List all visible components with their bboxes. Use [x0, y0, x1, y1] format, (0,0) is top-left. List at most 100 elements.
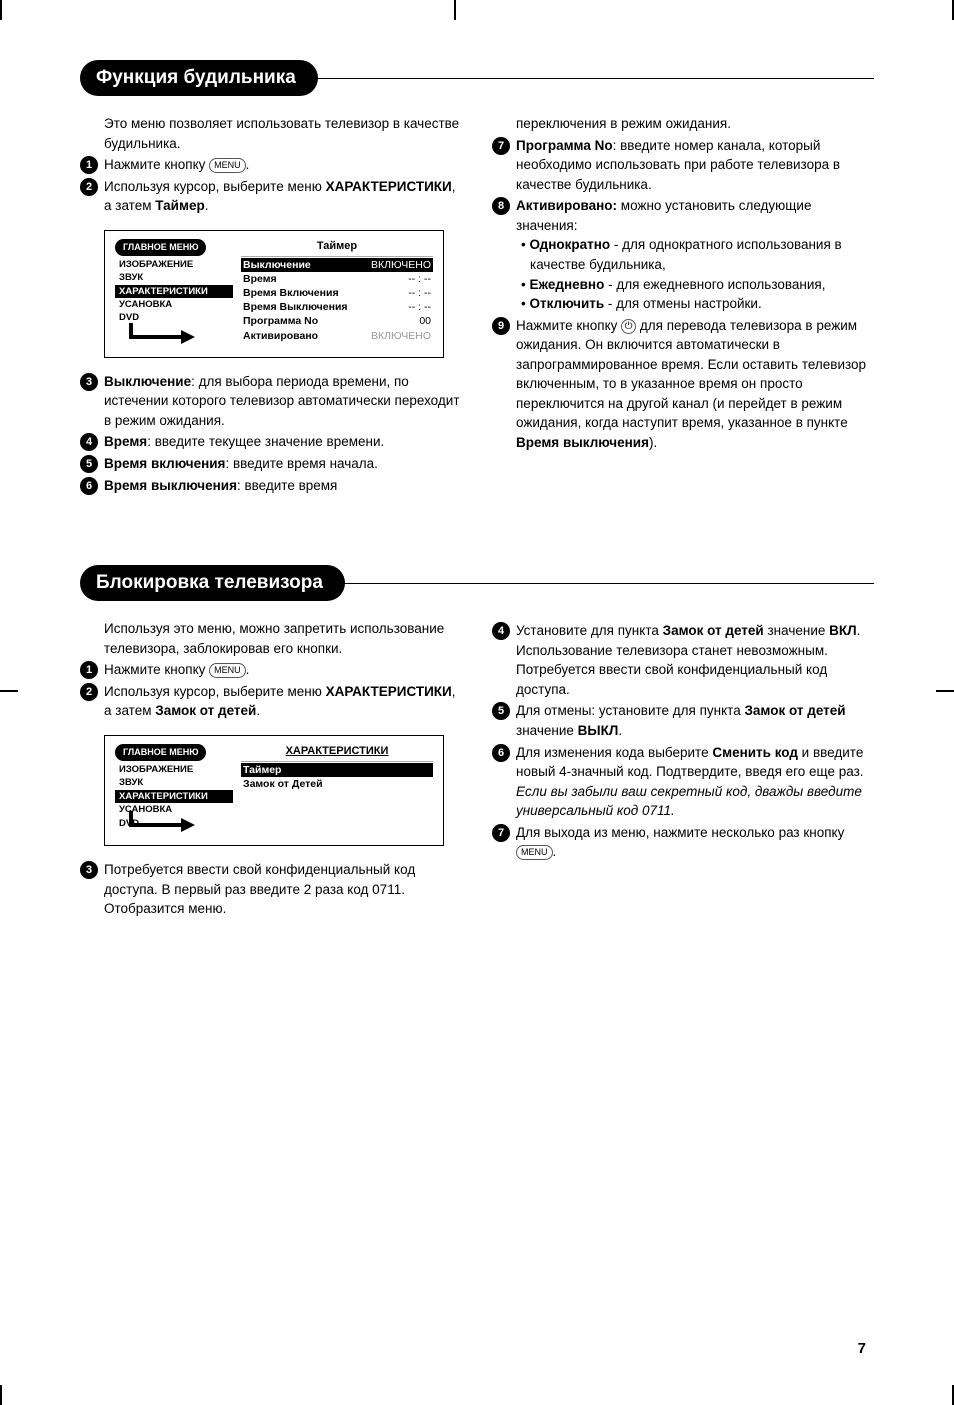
bullet-3-b: Отключить — [529, 296, 604, 311]
section-rule — [331, 583, 874, 584]
step-6-body: Время выключения: введите время — [104, 476, 462, 496]
bullet-3-t: - для отмены настройки. — [604, 296, 762, 311]
osd-timer-illustration: ГЛАВНОЕ МЕНЮ ИЗОБРАЖЕНИЕ ЗВУК ХАРАКТЕРИС… — [104, 230, 444, 358]
bullet-1: • Однократно - для однократного использо… — [516, 235, 874, 274]
osd-right-panel: Таймер ВыключениеВКЛЮЧЕНО Время-- : -- В… — [241, 239, 433, 343]
s2-2d: Замок от детей — [155, 703, 256, 718]
s2-4d: ВКЛ — [829, 623, 856, 638]
step-badge-1: 1 — [80, 661, 98, 679]
s2-4b: Замок от детей — [663, 623, 764, 638]
section1-left-col: Это меню позволяет использовать телевизо… — [80, 114, 462, 495]
s2-2b: ХАРАКТЕРИСТИКИ — [326, 684, 452, 699]
step-badge-4: 4 — [80, 433, 98, 451]
step-badge-6: 6 — [80, 477, 98, 495]
step-3-body: Выключение: для выбора периода времени, … — [104, 372, 462, 431]
intro-text: Это меню позволяет использовать телевизо… — [80, 114, 462, 153]
osd-row-value: -- : -- — [408, 286, 431, 300]
step-5-body: Время включения: введите время начала. — [104, 454, 462, 474]
s2-5b: Замок от детей — [744, 703, 845, 718]
osd-row-value: ВКЛЮЧЕНО — [371, 258, 431, 272]
step-badge-2: 2 — [80, 683, 98, 701]
section2-columns: Используя это меню, можно запретить испо… — [80, 619, 874, 919]
section-title: Блокировка телевизора — [80, 565, 345, 601]
osd-right-panel: ХАРАКТЕРИСТИКИ Таймер Замок от Детей — [241, 744, 433, 831]
step-4: 4 Время: введите текущее значение времен… — [80, 432, 462, 452]
step-1-text: Нажмите кнопку — [104, 157, 209, 172]
crop-mark — [0, 1385, 2, 1405]
s2-5c: значение — [516, 723, 578, 738]
osd-row-label: Замок от Детей — [243, 777, 323, 791]
s2-step-6-body: Для изменения кода выберите Сменить код … — [516, 743, 874, 821]
s2-5d: ВЫКЛ — [578, 723, 619, 738]
osd-row-value: 00 — [419, 314, 431, 328]
menu-icon: MENU — [516, 845, 553, 860]
s2-step-5-body: Для отмены: установите для пункта Замок … — [516, 701, 874, 740]
step-badge-7: 7 — [492, 137, 510, 155]
s2-step-1-body: Нажмите кнопку MENU. — [104, 660, 462, 680]
s2-7a: Для выхода из меню, нажмите несколько ра… — [516, 825, 844, 840]
osd-row: Время Включения -- : -- — [241, 286, 433, 300]
s2-step-4-body: Установите для пункта Замок от детей зна… — [516, 621, 874, 699]
s2-step-7-body: Для выхода из меню, нажмите несколько ра… — [516, 823, 874, 862]
step-6-cont: переключения в режим ожидания. — [492, 114, 874, 134]
step-8-label: Активировано: — [516, 198, 617, 213]
step-9-c: Время выключения — [516, 435, 649, 450]
s2-step-3-body: Потребуется ввести свой конфиденциальный… — [104, 860, 462, 919]
osd-item: ИЗОБРАЖЕНИЕ — [115, 258, 233, 271]
step-badge-1: 1 — [80, 156, 98, 174]
bullet-2-b: Ежедневно — [529, 277, 604, 292]
step-badge-6: 6 — [492, 744, 510, 762]
standby-icon: ⏻ — [621, 319, 636, 334]
step-9: 9 Нажмите кнопку ⏻ для перевода телевизо… — [492, 316, 874, 453]
step-badge-3: 3 — [80, 373, 98, 391]
crop-mark — [936, 690, 954, 692]
menu-icon: MENU — [209, 158, 246, 173]
step-5-text: : введите время начала. — [225, 456, 378, 471]
osd-left-panel: ГЛАВНОЕ МЕНЮ ИЗОБРАЖЕНИЕ ЗВУК ХАРАКТЕРИС… — [115, 744, 233, 831]
section-title: Функция будильника — [80, 60, 318, 96]
step-badge-2: 2 — [80, 178, 98, 196]
arrow-icon — [121, 323, 201, 349]
osd-menu-list: ИЗОБРАЖЕНИЕ ЗВУК ХАРАКТЕРИСТИКИ УСАНОВКА… — [115, 258, 233, 325]
step-2: 2 Используя курсор, выберите меню ХАРАКТ… — [80, 177, 462, 216]
section2-right-col: 4 Установите для пункта Замок от детей з… — [492, 619, 874, 919]
bullet-1-b: Однократно — [529, 237, 610, 252]
step-6: 6 Время выключения: введите время — [80, 476, 462, 496]
step-badge-8: 8 — [492, 197, 510, 215]
osd-item: ЗВУК — [115, 776, 233, 789]
osd-row: АктивированоВКЛЮЧЕНО — [241, 329, 433, 343]
crop-mark — [0, 690, 18, 692]
osd-row: Время-- : -- — [241, 272, 433, 286]
section-header-lock: Блокировка телевизора — [80, 565, 874, 601]
step-9-body: Нажмите кнопку ⏻ для перевода телевизора… — [516, 316, 874, 453]
s2-5a: Для отмены: установите для пункта — [516, 703, 744, 718]
s2-4c: значение — [764, 623, 829, 638]
step-2-b: ХАРАКТЕРИСТИКИ — [326, 179, 452, 194]
s2-step-2-body: Используя курсор, выберите меню ХАРАКТЕР… — [104, 682, 462, 721]
step-badge-7: 7 — [492, 824, 510, 842]
osd-panel-title: Таймер — [241, 239, 433, 257]
osd-row-label: Время — [243, 272, 277, 286]
bullet-3: • Отключить - для отмены настройки. — [516, 294, 874, 314]
s2-step-1: 1 Нажмите кнопку MENU. — [80, 660, 462, 680]
s2-6a: Для изменения кода выберите — [516, 745, 712, 760]
menu-icon: MENU — [209, 663, 246, 678]
step-7: 7 Программа No: введите номер канала, ко… — [492, 136, 874, 195]
section1-columns: Это меню позволяет использовать телевизо… — [80, 114, 874, 495]
step-2-a: Используя курсор, выберите меню — [104, 179, 326, 194]
step-6-label: Время выключения — [104, 478, 237, 493]
osd-row-label: Время Включения — [243, 286, 339, 300]
step-9-b: для перевода телевизора в режим ожидания… — [516, 318, 866, 431]
s2-2a: Используя курсор, выберите меню — [104, 684, 326, 699]
section2-left-col: Используя это меню, можно запретить испо… — [80, 619, 462, 919]
osd-row-label: Выключение — [243, 258, 311, 272]
osd-row: Время Выключения-- : -- — [241, 300, 433, 314]
s2-step-5: 5 Для отмены: установите для пункта Замо… — [492, 701, 874, 740]
step-4-text: : введите текущее значение времени. — [147, 434, 384, 449]
section1-right-col: переключения в режим ожидания. 7 Програм… — [492, 114, 874, 495]
osd-row: Выключение ВКЛЮЧЕНО — [241, 258, 433, 272]
s2-step-7: 7 Для выхода из меню, нажмите несколько … — [492, 823, 874, 862]
crop-mark — [0, 0, 2, 20]
osd-row: Замок от Детей — [241, 777, 433, 791]
step-2-body: Используя курсор, выберите меню ХАРАКТЕР… — [104, 177, 462, 216]
